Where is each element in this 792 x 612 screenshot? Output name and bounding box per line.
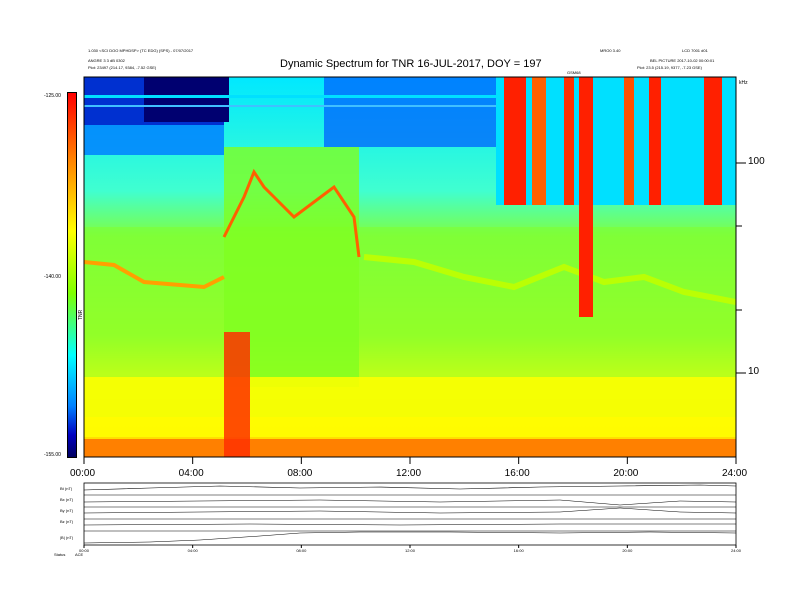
info-left-1: 1.030 <SCI DOO MPHDSP> (TC EDG) (SPS) - … <box>88 48 194 53</box>
spectrogram-interference-line <box>84 95 736 98</box>
spectrogram-interference-line <box>84 105 736 107</box>
lower-x-tick-label: 16:00 <box>513 548 524 553</box>
panel-label-btotal: |B| (nT) <box>60 535 74 540</box>
spectrogram-burst <box>704 77 722 205</box>
panel-label-bt: Bt (nT) <box>60 486 73 491</box>
panel-label-by: By (nT) <box>60 508 74 513</box>
spectrogram-region-lowpower-fade <box>84 125 224 155</box>
colorbar-bottom-label: -155.00 <box>44 452 61 458</box>
info-left-2: ANGRE 3 3 dB 0302 <box>88 58 125 63</box>
colorbar <box>67 92 77 458</box>
spectrogram-burst <box>504 77 526 205</box>
spectrogram-burst <box>649 77 661 205</box>
y-corner-label: kHz <box>739 80 748 86</box>
footer-label: Status <box>54 552 66 557</box>
trace-bt <box>83 484 737 491</box>
spectrogram-burst <box>579 77 593 317</box>
info-right-3: Plot: 23.5 (215.19, 9377, -7.23 GSE) <box>637 65 702 70</box>
lower-x-tick-label: 20:00 <box>622 548 633 553</box>
x-tick-label: 16:00 <box>504 468 530 479</box>
spectrogram-burst <box>564 77 574 205</box>
chart-title: Dynamic Spectrum for TNR 16-JUL-2017, DO… <box>280 58 542 70</box>
marker-label: GSM68 <box>567 70 581 75</box>
spectrogram-region-lowfreq <box>84 377 736 437</box>
info-right-1: LCD 7001 d01 <box>682 48 708 53</box>
x-tick-label: 08:00 <box>287 468 313 479</box>
trace-btotal <box>83 531 737 544</box>
spectrogram-emission-line-left <box>84 260 225 290</box>
line-panels-frame <box>83 482 737 546</box>
info-mid: MRO0 3.40 <box>600 48 621 53</box>
spectrogram-burst <box>624 77 634 205</box>
x-ticks <box>83 457 737 464</box>
panel-label-bz: Bz (nT) <box>60 519 74 524</box>
x-tick-label: 12:00 <box>396 468 422 479</box>
lower-x-tick-label: 00:00 <box>79 548 90 553</box>
trace-by <box>83 507 737 514</box>
x-tick-label: 00:00 <box>70 468 96 479</box>
lower-x-tick-label: 12:00 <box>405 548 416 553</box>
spectrogram-emission-arc <box>222 168 361 258</box>
trace-bx <box>83 499 737 506</box>
colorbar-mid-label: -140.00 <box>44 274 61 280</box>
trace-bz <box>83 523 736 526</box>
y-tick-label-10: 10 <box>748 366 760 377</box>
spectrogram-burst <box>532 77 546 205</box>
info-right-2: BEL PICTURE 2017-10-02 00:00:01 <box>650 58 715 63</box>
lower-x-ticks <box>83 545 737 548</box>
y-tick-label-100: 100 <box>748 156 765 167</box>
spectrogram-emission-line-right <box>363 254 736 305</box>
x-tick-label: 04:00 <box>178 468 204 479</box>
lower-x-tick-label: 04:00 <box>187 548 198 553</box>
x-tick-label: 20:00 <box>613 468 639 479</box>
x-tick-label: 24:00 <box>722 468 748 479</box>
panel-label-bx: Bx (nT) <box>60 497 74 502</box>
lower-x-tick-label: 24:00 <box>731 548 742 553</box>
lower-x-tick-label: 08:00 <box>296 548 307 553</box>
spectrogram <box>84 77 736 457</box>
footer-value: ACE <box>75 552 84 557</box>
spectrogram-region-lowfreq-burst <box>224 332 250 457</box>
spectrogram-region-lowpower-core <box>144 77 229 122</box>
colorbar-top-label: -125.00 <box>44 93 61 99</box>
info-left-3: Plot: 23497 (214.17, 9384, -7.52 GSE) <box>88 65 157 70</box>
